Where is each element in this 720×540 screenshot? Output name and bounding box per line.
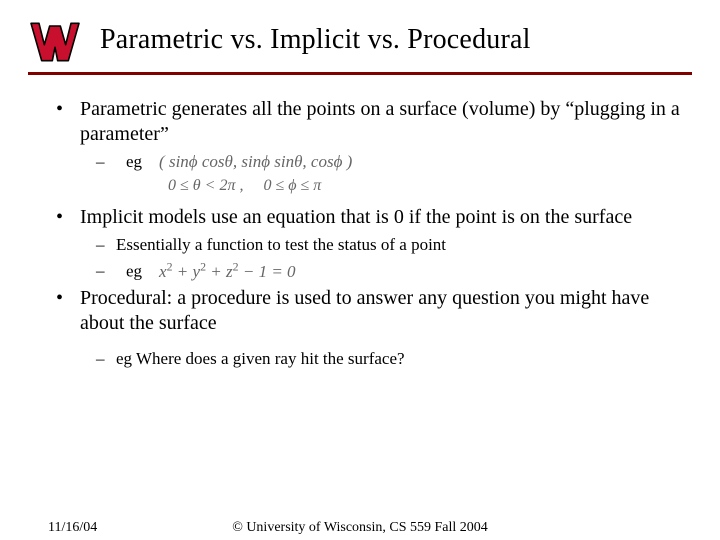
footer-copyright: © University of Wisconsin, CS 559 Fall 2… <box>0 520 720 536</box>
slide-header: Parametric vs. Implicit vs. Procedural <box>28 18 692 66</box>
dash-mark: – <box>96 234 116 256</box>
bullet-mark: • <box>56 286 80 336</box>
bullet-mark: • <box>56 97 80 147</box>
bullet-text: eg Where does a given ray hit the surfac… <box>116 348 682 370</box>
dash-mark: – <box>96 151 116 173</box>
title-rule <box>28 72 692 75</box>
math-parametric-range: 0 ≤ θ < 2π , 0 ≤ ϕ ≤ π <box>168 177 682 195</box>
bullet-text: Procedural: a procedure is used to answe… <box>80 286 682 336</box>
bullet-text: Essentially a function to test the statu… <box>116 234 682 256</box>
bullet-text: Parametric generates all the points on a… <box>80 97 682 147</box>
bullet-procedural-sub1: – eg Where does a given ray hit the surf… <box>96 348 682 370</box>
dash-mark: – <box>96 348 116 370</box>
bullet-implicit-eg: – eg x2 + y2 + z2 − 1 = 0 <box>96 259 682 283</box>
math-parametric: ( sinϕ cosθ, sinϕ sinθ, cosϕ ) <box>159 152 352 171</box>
bullet-parametric: • Parametric generates all the points on… <box>56 97 682 147</box>
eg-label: eg <box>126 152 142 171</box>
bullet-procedural: • Procedural: a procedure is used to ans… <box>56 286 682 336</box>
bullet-text: Implicit models use an equation that is … <box>80 205 682 230</box>
bullet-implicit-sub1: – Essentially a function to test the sta… <box>96 234 682 256</box>
eg-label: eg <box>126 262 142 281</box>
dash-mark: – <box>96 260 116 282</box>
math-implicit: x2 + y2 + z2 − 1 = 0 <box>159 262 296 281</box>
wisconsin-logo-icon <box>28 18 82 66</box>
slide-title: Parametric vs. Implicit vs. Procedural <box>100 24 531 56</box>
bullet-implicit: • Implicit models use an equation that i… <box>56 205 682 230</box>
slide: Parametric vs. Implicit vs. Procedural •… <box>0 0 720 540</box>
slide-content: • Parametric generates all the points on… <box>28 97 692 370</box>
bullet-mark: • <box>56 205 80 230</box>
bullet-parametric-eg: – eg ( sinϕ cosθ, sinϕ sinθ, cosϕ ) <box>96 151 682 173</box>
